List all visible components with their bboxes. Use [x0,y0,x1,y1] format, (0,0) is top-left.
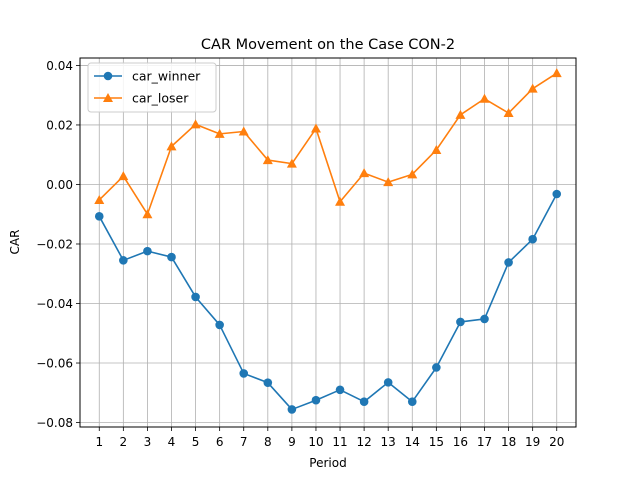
x-tick-label: 9 [288,435,296,449]
legend-marker [103,93,113,102]
x-tick-label: 11 [332,435,347,449]
data-point [383,177,394,187]
x-tick-label: 6 [216,435,224,449]
data-point [335,196,346,206]
x-tick-label: 7 [240,435,248,449]
x-tick-label: 13 [381,435,396,449]
data-point [238,126,249,136]
y-tick-label: 0.00 [46,178,73,192]
data-point [190,119,201,129]
data-point [118,171,129,181]
data-point [528,234,537,244]
data-point [335,385,345,395]
x-tick-label: 5 [192,435,200,449]
data-point [167,252,176,262]
y-tick-label: −0.06 [36,357,73,371]
data-point [287,405,297,414]
data-point [552,189,562,199]
series-layer [94,68,562,414]
data-point [311,395,321,405]
x-axis-title: Period [309,456,346,470]
legend-label: car_winner [132,69,201,84]
x-tick-label: 16 [453,435,468,449]
x-tick-label: 8 [264,435,272,449]
y-tick-label: −0.08 [36,416,73,430]
x-tick-label: 17 [477,435,492,449]
data-point [143,246,152,256]
legend-entry: car_loser [94,91,189,106]
data-point [479,93,490,103]
legend: car_winner car_loser [87,62,217,113]
data-point [407,397,417,407]
x-tick-label: 2 [120,435,128,449]
x-tick-label: 10 [308,435,323,449]
x-tick-label: 3 [144,435,152,449]
x-tick-label: 12 [356,435,371,449]
x-tick-label: 1 [95,435,103,449]
data-point [480,314,489,324]
y-tick-label: 0.02 [46,118,73,132]
data-point [239,369,249,378]
legend-entry: car_winner [94,69,201,84]
data-point [94,194,105,204]
series-car_loser [94,68,562,219]
series-line [98,193,558,411]
data-point [215,320,224,330]
data-point [262,155,273,165]
x-tick-label: 4 [168,435,176,449]
data-point [504,258,513,267]
data-point [191,292,200,302]
y-axis: 0.04 0.02 0.00 −0.02 −0.04 −0.06 −0.08 [36,59,80,430]
legend-label: car_loser [132,91,189,106]
data-point [431,144,442,154]
data-point [383,378,393,387]
legend-marker [103,71,113,81]
data-point [527,83,538,93]
data-point [455,109,466,119]
chart-title: CAR Movement on the Case CON-2 [201,37,455,53]
data-point [503,108,514,118]
data-point [263,378,273,387]
data-point [94,212,104,221]
data-point [407,169,418,179]
data-point [359,397,369,407]
data-point [456,317,465,327]
data-point [119,256,128,265]
y-tick-label: −0.02 [36,237,73,251]
data-point [166,141,177,151]
y-tick-label: 0.04 [46,59,73,73]
y-tick-label: −0.04 [36,297,73,311]
x-tick-label: 15 [429,435,444,449]
grid [80,58,576,427]
data-point [359,168,370,178]
x-tick-label: 14 [405,435,420,449]
x-tick-label: 20 [549,435,564,449]
data-point [286,158,297,168]
series-car_winner [94,189,562,414]
data-point [142,209,153,219]
x-axis: 1 2 3 4 5 6 7 8 9 10 11 12 13 14 15 16 17 18 19 20 [95,427,564,449]
y-axis-title: CAR [8,230,22,255]
plot-area-frame [79,57,577,428]
x-tick-label: 18 [501,435,516,449]
data-point [432,363,441,372]
data-point [214,128,225,138]
data-point [551,68,562,78]
x-tick-label: 19 [525,435,540,449]
data-point [310,123,321,133]
